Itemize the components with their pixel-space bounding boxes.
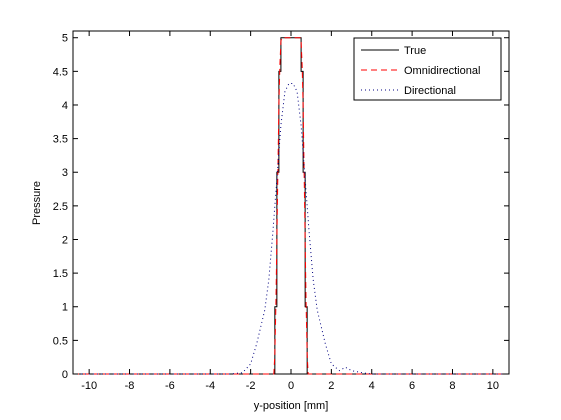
x-tick-label: 2 [328, 380, 334, 392]
legend-label-true: True [404, 45, 426, 57]
series-layer [73, 37, 509, 375]
legend-label-omnidirectional: Omnidirectional [404, 65, 480, 77]
y-tick-label: 4 [62, 100, 68, 112]
y-tick-label: 4.5 [53, 66, 68, 78]
x-axis-label: y-position [mm] [254, 400, 329, 412]
y-tick-label: 3.5 [53, 134, 68, 146]
x-tick-label: -4 [205, 380, 215, 392]
x-tick-label: 10 [487, 380, 499, 392]
y-tick-label: 3 [62, 167, 68, 179]
y-tick-label: 1 [62, 302, 68, 314]
x-tick-label: 4 [369, 380, 375, 392]
x-tick-label: 0 [288, 380, 294, 392]
y-tick-label: 2 [62, 234, 68, 246]
y-tick-label: 0.5 [53, 335, 68, 347]
y-tick-label: 1.5 [53, 268, 68, 280]
legend: True Omnidirectional Directional [353, 37, 502, 101]
x-tick-label: -8 [125, 380, 135, 392]
x-tick-label: -2 [246, 380, 256, 392]
x-tick-label: -6 [165, 380, 175, 392]
y-axis-label: Pressure [31, 181, 43, 225]
y-tick-label: 0 [62, 369, 68, 381]
x-tick-label: -10 [81, 380, 97, 392]
x-tick-label: 6 [409, 380, 415, 392]
legend-box [353, 37, 502, 101]
tick-layer: -10 -8 -6 -4 -2 0 2 4 6 8 10 0 0.5 1 1.5 2 2.5 3 3.5 4 4.5 5 [53, 31, 509, 392]
y-tick-label: 5 [62, 33, 68, 45]
x-tick-label: 8 [449, 380, 455, 392]
legend-label-directional: Directional [404, 85, 456, 97]
series-line-true [73, 37, 509, 375]
y-tick-label: 2.5 [53, 201, 68, 213]
series-line-omnidirectional [73, 37, 509, 375]
